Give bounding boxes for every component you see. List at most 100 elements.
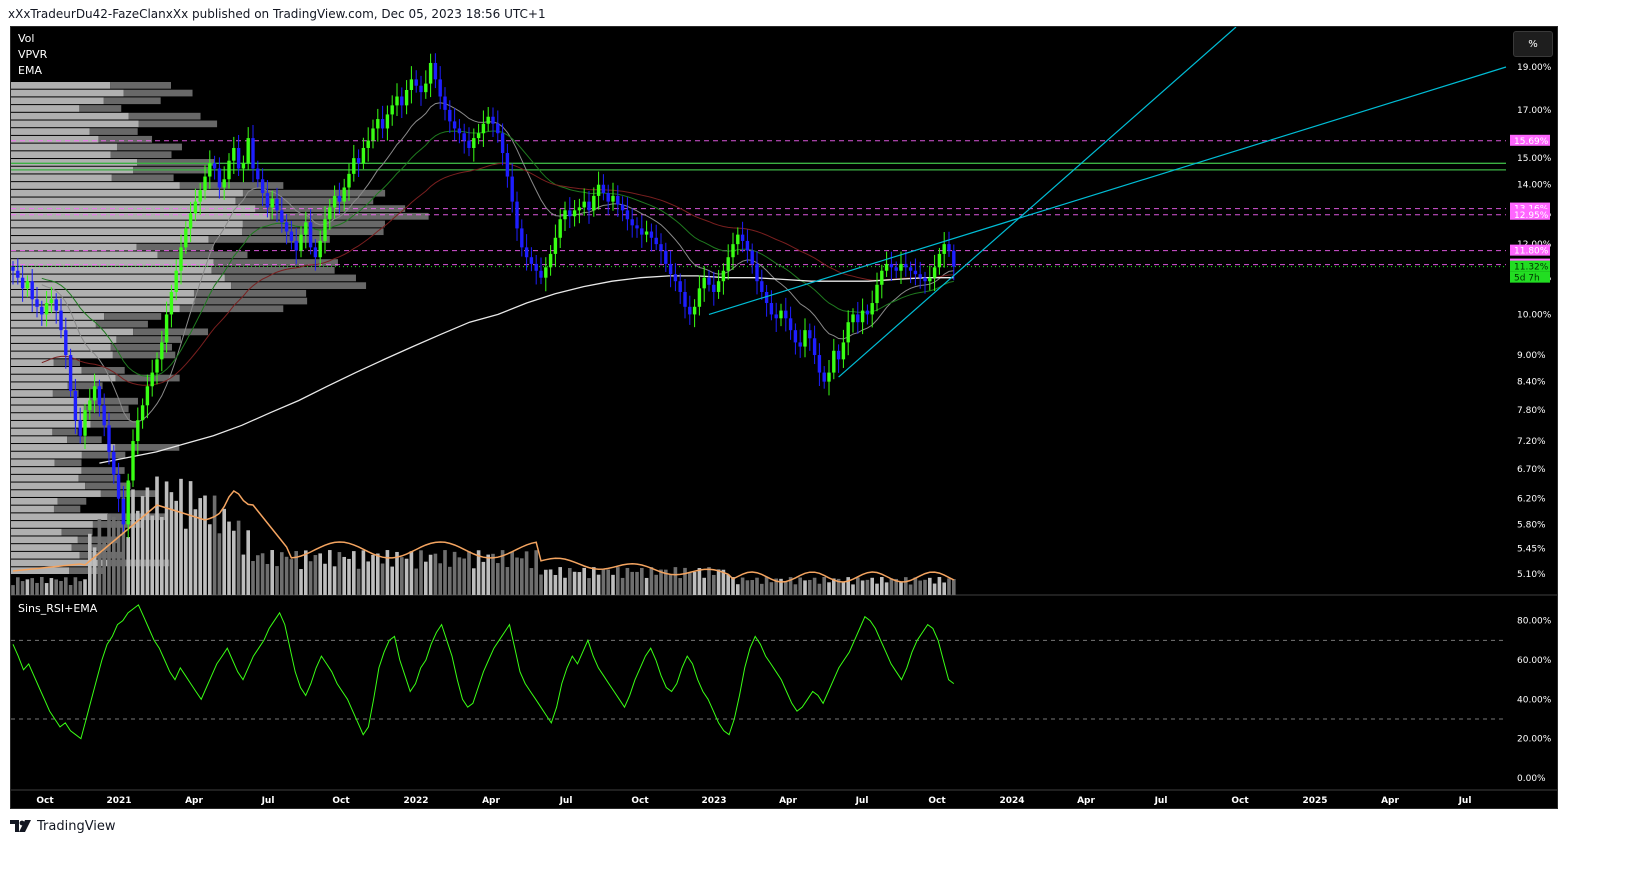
volume-bar [654, 574, 658, 595]
volume-bar [208, 524, 212, 595]
candle-body [500, 133, 505, 154]
volume-bar [760, 583, 764, 595]
time-axis-label: Jul [1458, 796, 1472, 806]
candle-body [107, 425, 111, 452]
volume-bar [875, 583, 879, 595]
vpvr-row [52, 390, 79, 397]
tradingview-brand[interactable]: TradingView [10, 819, 116, 834]
vpvr-row [83, 405, 129, 413]
candle-body [515, 201, 519, 229]
price-tag [1510, 202, 1550, 214]
volume-bar [803, 580, 807, 595]
volume-bar [726, 574, 730, 595]
vpvr-row [11, 174, 112, 182]
vpvr-row [11, 513, 109, 521]
vpvr-row [235, 197, 374, 205]
volume-bar [30, 578, 34, 595]
volume-bar [390, 566, 394, 595]
chart-canvas[interactable]: 19.00%17.00%15.00%14.00%13.00%12.00%11.0… [11, 27, 1558, 809]
volume-bar [342, 556, 346, 595]
vpvr-row [104, 313, 162, 320]
candle-body [726, 257, 730, 271]
volume-bar [486, 554, 490, 595]
legend: Vol VPVR EMA [18, 31, 47, 79]
volume-bar [35, 582, 39, 595]
candle-body [529, 257, 534, 264]
candle-body [30, 281, 34, 300]
time-axis-label: Apr [482, 796, 500, 806]
volume-bar [496, 563, 500, 595]
candle-body [25, 281, 30, 289]
candle-body [755, 263, 759, 282]
volume-bar [409, 551, 414, 595]
candle-body [332, 195, 337, 208]
candle-body [174, 270, 178, 292]
candle-body [606, 193, 610, 202]
candle-body [452, 121, 457, 129]
volume-bar [361, 550, 366, 595]
candle-body [808, 330, 812, 339]
candle-body [438, 79, 442, 97]
vpvr-row [136, 243, 214, 251]
volume-bar [625, 567, 630, 595]
candle-body [668, 263, 673, 275]
volume-bar [318, 553, 322, 595]
price-axis-label: 15.00% [1517, 154, 1552, 164]
volume-bar [640, 567, 644, 595]
vpvr-row [11, 266, 212, 274]
legend-item-vol[interactable]: Vol [18, 32, 35, 45]
candle-body [328, 207, 332, 220]
volume-bar [150, 515, 154, 595]
vpvr-row [11, 159, 138, 166]
vpvr-row [112, 351, 176, 359]
trendline-upper[interactable] [708, 66, 1507, 316]
percent-scale-button[interactable]: % [1513, 31, 1553, 57]
volume-bar [923, 579, 927, 595]
volume-bar [92, 547, 97, 595]
volume-bar [476, 550, 481, 595]
candle-body [188, 213, 193, 229]
vpvr-row [98, 135, 153, 143]
volume-bar [16, 577, 20, 595]
candle-body [280, 210, 284, 223]
candle-body [539, 270, 543, 278]
candle-body [236, 147, 241, 169]
vpvr-row [11, 413, 85, 420]
chart-area[interactable]: 19.00%17.00%15.00%14.00%13.00%12.00%11.0… [10, 26, 1558, 809]
volume-bar [563, 577, 567, 595]
legend-item-vpvr[interactable]: VPVR [18, 48, 48, 61]
volume-bar [860, 580, 865, 595]
vpvr-row [11, 544, 72, 551]
trendline-steep[interactable] [838, 27, 1237, 378]
legend-item-ema[interactable]: EMA [18, 64, 42, 77]
candle-body [342, 187, 346, 202]
volume-bar [11, 585, 15, 595]
vpvr-row [81, 367, 125, 374]
candle-body [889, 263, 894, 268]
candle-body [822, 372, 826, 382]
volume-bar [304, 550, 308, 595]
candle-body [78, 420, 82, 436]
time-axis-label: 2021 [106, 796, 131, 806]
candle-body [20, 277, 25, 289]
volume-bar [928, 577, 932, 595]
candle-body [112, 451, 116, 475]
candle-body [44, 303, 49, 315]
vpvr-row [11, 359, 54, 367]
price-tag-label: 5d 7h [1514, 274, 1540, 284]
volume-bar [438, 563, 442, 595]
candle-body [16, 270, 20, 278]
candle-body [918, 274, 922, 278]
volume-bar [692, 571, 697, 595]
vpvr-row [123, 89, 193, 97]
vpvr-row [194, 297, 308, 305]
vpvr-row [57, 497, 87, 505]
vpvr-row [11, 105, 80, 112]
vpvr-row [11, 405, 84, 413]
candle-body [563, 210, 567, 220]
volume-bar [582, 567, 586, 595]
rsi-title[interactable]: Sins_RSI+EMA [18, 602, 98, 615]
candle-body [116, 474, 121, 499]
candle-body [400, 96, 404, 106]
rsi-axis-label: 80.00% [1517, 617, 1552, 627]
